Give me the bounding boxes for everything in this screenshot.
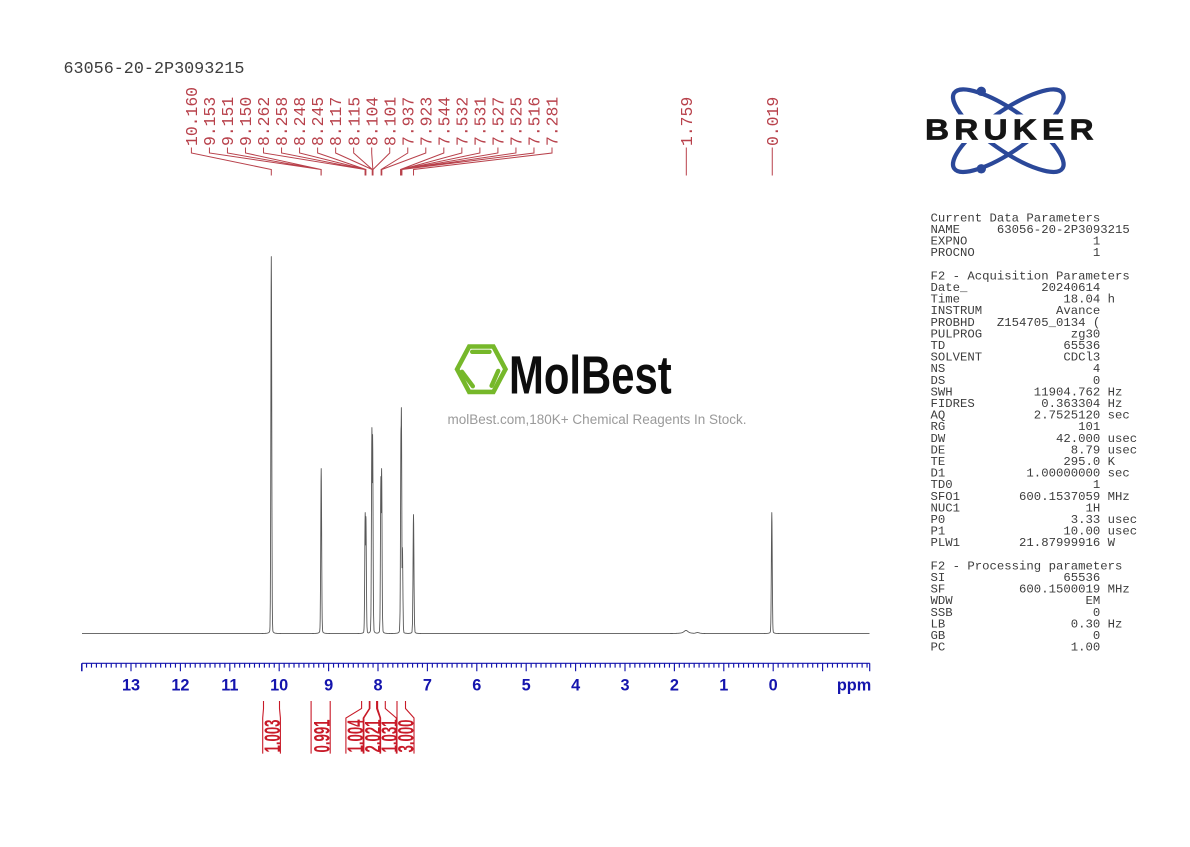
svg-text:BRUKER: BRUKER — [925, 114, 1099, 146]
svg-text:8.101: 8.101 — [381, 97, 400, 146]
svg-text:WDW EM: WDW EM — [931, 594, 1101, 608]
svg-text:5: 5 — [522, 677, 531, 695]
svg-text:SI 65536: SI 65536 — [931, 571, 1101, 585]
svg-text:LB 0.30 Hz: LB 0.30 Hz — [931, 617, 1123, 631]
svg-text:63056-20-2P3093215: 63056-20-2P3093215 — [64, 60, 245, 79]
svg-text:1: 1 — [719, 677, 728, 695]
svg-text:10.160: 10.160 — [183, 87, 202, 146]
svg-text:TD0 1: TD0 1 — [931, 478, 1101, 492]
svg-text:8.248: 8.248 — [291, 97, 310, 146]
svg-text:PLW1 21.87999916 W: PLW1 21.87999916 W — [931, 536, 1116, 550]
svg-text:SSB 0: SSB 0 — [931, 606, 1101, 620]
svg-text:SWH 11904.762 Hz: SWH 11904.762 Hz — [931, 385, 1123, 399]
svg-text:7.923: 7.923 — [417, 97, 436, 146]
svg-text:F2 - Processing parameters: F2 - Processing parameters — [931, 559, 1123, 573]
svg-text:PULPROG zg30: PULPROG zg30 — [931, 327, 1101, 341]
svg-text:8.245: 8.245 — [309, 97, 328, 146]
svg-text:NAME 63056-20-2P3093215: NAME 63056-20-2P3093215 — [931, 223, 1130, 237]
svg-text:FIDRES 0.363304 Hz: FIDRES 0.363304 Hz — [931, 397, 1123, 411]
svg-text:7.516: 7.516 — [526, 97, 545, 146]
svg-text:Date_ 20240614: Date_ 20240614 — [931, 281, 1101, 295]
svg-text:7.532: 7.532 — [454, 97, 473, 146]
svg-text:12: 12 — [171, 677, 189, 695]
svg-text:AQ 2.7525120 sec: AQ 2.7525120 sec — [931, 409, 1130, 423]
svg-text:7.525: 7.525 — [508, 97, 527, 146]
svg-text:8.104: 8.104 — [363, 97, 382, 146]
svg-text:NUC1 1H: NUC1 1H — [931, 501, 1101, 515]
svg-text:7.527: 7.527 — [490, 97, 509, 146]
svg-text:11: 11 — [221, 677, 238, 695]
svg-text:7.544: 7.544 — [435, 97, 454, 146]
svg-text:TE 295.0 K: TE 295.0 K — [931, 455, 1116, 469]
svg-text:PROBHD Z154705_0134 (: PROBHD Z154705_0134 ( — [931, 316, 1101, 330]
svg-text:DE 8.79 usec: DE 8.79 usec — [931, 443, 1138, 457]
svg-text:MolBest: MolBest — [509, 345, 672, 405]
svg-text:13: 13 — [122, 677, 140, 695]
svg-text:PC 1.00: PC 1.00 — [931, 641, 1101, 655]
svg-text:P1 10.00 usec: P1 10.00 usec — [931, 525, 1138, 539]
svg-text:9.153: 9.153 — [201, 97, 220, 146]
svg-text:RG 101: RG 101 — [931, 420, 1101, 434]
svg-text:9: 9 — [324, 677, 333, 695]
svg-text:8.258: 8.258 — [273, 97, 292, 146]
svg-text:9.150: 9.150 — [237, 97, 256, 146]
svg-text:8.262: 8.262 — [255, 97, 274, 146]
svg-text:DS 0: DS 0 — [931, 374, 1101, 388]
svg-text:3: 3 — [620, 677, 629, 695]
svg-text:8.115: 8.115 — [345, 97, 364, 146]
svg-text:SFO1 600.1537059 MHz: SFO1 600.1537059 MHz — [931, 490, 1130, 504]
svg-text:8: 8 — [373, 677, 382, 695]
svg-text:1.759: 1.759 — [678, 97, 697, 146]
svg-text:TD 65536: TD 65536 — [931, 339, 1101, 353]
svg-text:EXPNO 1: EXPNO 1 — [931, 235, 1101, 249]
svg-text:P0 3.33 usec: P0 3.33 usec — [931, 513, 1138, 527]
svg-text:SOLVENT CDCl3: SOLVENT CDCl3 — [931, 351, 1101, 365]
svg-text:4: 4 — [571, 677, 580, 695]
svg-text:10: 10 — [270, 677, 288, 695]
svg-text:GB 0: GB 0 — [931, 629, 1101, 643]
svg-text:0: 0 — [769, 677, 778, 695]
svg-text:ppm: ppm — [837, 677, 871, 695]
svg-text:DW 42.000 usec: DW 42.000 usec — [931, 432, 1138, 446]
svg-text:Current Data Parameters: Current Data Parameters — [931, 211, 1101, 225]
svg-text:NS 4: NS 4 — [931, 362, 1101, 376]
svg-text:Time 18.04 h: Time 18.04 h — [931, 293, 1115, 307]
svg-text:molBest.com,180K+ Chemical Rea: molBest.com,180K+ Chemical Reagents In S… — [448, 412, 747, 427]
svg-text:INSTRUM Avance: INSTRUM Avance — [931, 304, 1101, 318]
svg-text:7.531: 7.531 — [472, 97, 491, 146]
svg-text:8.117: 8.117 — [327, 97, 346, 146]
svg-text:7.281: 7.281 — [544, 97, 563, 146]
svg-text:7: 7 — [423, 677, 432, 695]
svg-text:0.019: 0.019 — [764, 97, 783, 146]
svg-text:7.937: 7.937 — [399, 97, 418, 146]
svg-text:D1 1.00000000 sec: D1 1.00000000 sec — [931, 467, 1130, 481]
svg-text:F2 - Acquisition Parameters: F2 - Acquisition Parameters — [931, 269, 1130, 283]
svg-text:2: 2 — [670, 677, 679, 695]
svg-text:PROCNO 1: PROCNO 1 — [931, 246, 1101, 260]
svg-text:6: 6 — [472, 677, 481, 695]
svg-text:9.151: 9.151 — [219, 97, 238, 146]
svg-text:SF 600.1500019 MHz: SF 600.1500019 MHz — [931, 583, 1130, 597]
